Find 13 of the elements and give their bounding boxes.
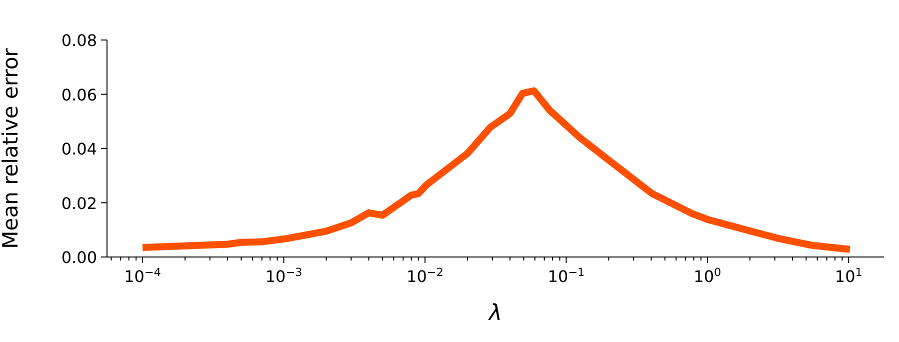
y-tick-label: 0.02 bbox=[61, 194, 97, 213]
y-tick-label: 0.04 bbox=[61, 140, 97, 158]
x-tick-label: 10$^{−1}$ bbox=[548, 266, 585, 286]
x-tick-label: 10$^{−2}$ bbox=[406, 266, 444, 286]
y-axis-title: Mean relative error bbox=[0, 48, 22, 249]
x-axis-title: λ bbox=[488, 301, 502, 326]
y-tick-label: 0.08 bbox=[61, 31, 97, 50]
y-tick-label: 0.06 bbox=[61, 85, 97, 104]
x-tick-label: 10$^{−3}$ bbox=[265, 266, 302, 286]
x-tick-label: 10$^{−4}$ bbox=[124, 266, 161, 286]
x-tick-label: 10$^{1}$ bbox=[834, 266, 862, 286]
x-tick-label: 10$^{0}$ bbox=[694, 266, 722, 286]
y-tick-label: 0.00 bbox=[61, 248, 97, 267]
